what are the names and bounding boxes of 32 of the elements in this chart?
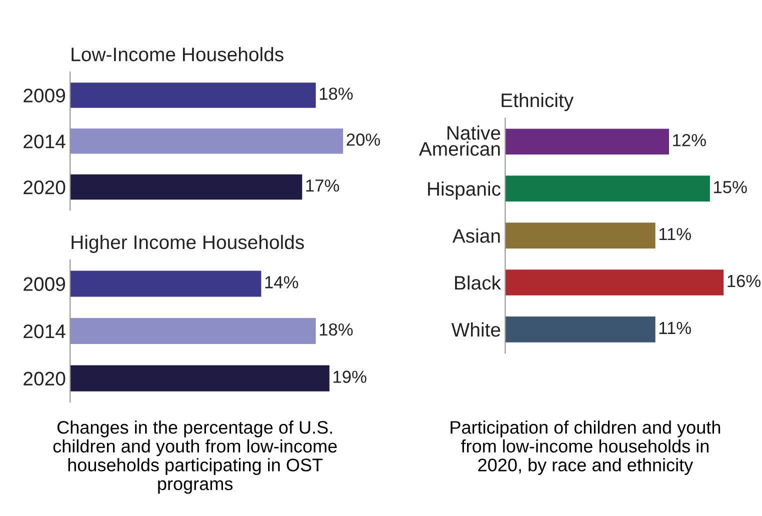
y-tick-label: 2014 [24, 324, 66, 338]
text: Changes in the percentage of U.S. children and youth from low-income households participating in OST programs [53, 420, 337, 494]
text: Participation of children and youth from low-income households in 2020, by race and ethnicity [450, 420, 720, 475]
y-tick-label: 2014 [24, 134, 66, 148]
y-tick-label: Hispanic [428, 182, 501, 200]
data-label: 11% [659, 228, 691, 240]
data-label: 16% [728, 274, 761, 288]
y-tick-label: Black [455, 275, 502, 290]
y-tick-label: 2020 [24, 180, 66, 194]
y-tick-label: 2020 [24, 372, 66, 386]
data-label: 11% [659, 322, 691, 334]
data-label: 14% [265, 276, 298, 288]
chart-title: Low-Income Households [72, 47, 284, 62]
bar [505, 176, 710, 202]
data-label: 12% [673, 134, 706, 146]
bar [505, 222, 656, 248]
y-tick-label: White [451, 322, 500, 337]
y-tick-label: 2009 [24, 277, 66, 291]
data-label: 15% [714, 181, 747, 194]
data-label: 19% [334, 370, 366, 383]
y-tick-label: Asian [452, 228, 500, 243]
chart-title: Higher Income Households [72, 234, 304, 253]
bar [505, 316, 656, 342]
y-tick-label: 2009 [24, 88, 66, 102]
y-tick-label: Native American [418, 126, 500, 156]
chart-title: Ethnicity [502, 92, 574, 112]
data-label: 18% [320, 88, 353, 100]
bar [505, 128, 670, 155]
data-label: 18% [320, 323, 353, 336]
bar [505, 270, 724, 296]
data-label: 20% [346, 133, 380, 146]
data-label: 17% [306, 179, 340, 192]
